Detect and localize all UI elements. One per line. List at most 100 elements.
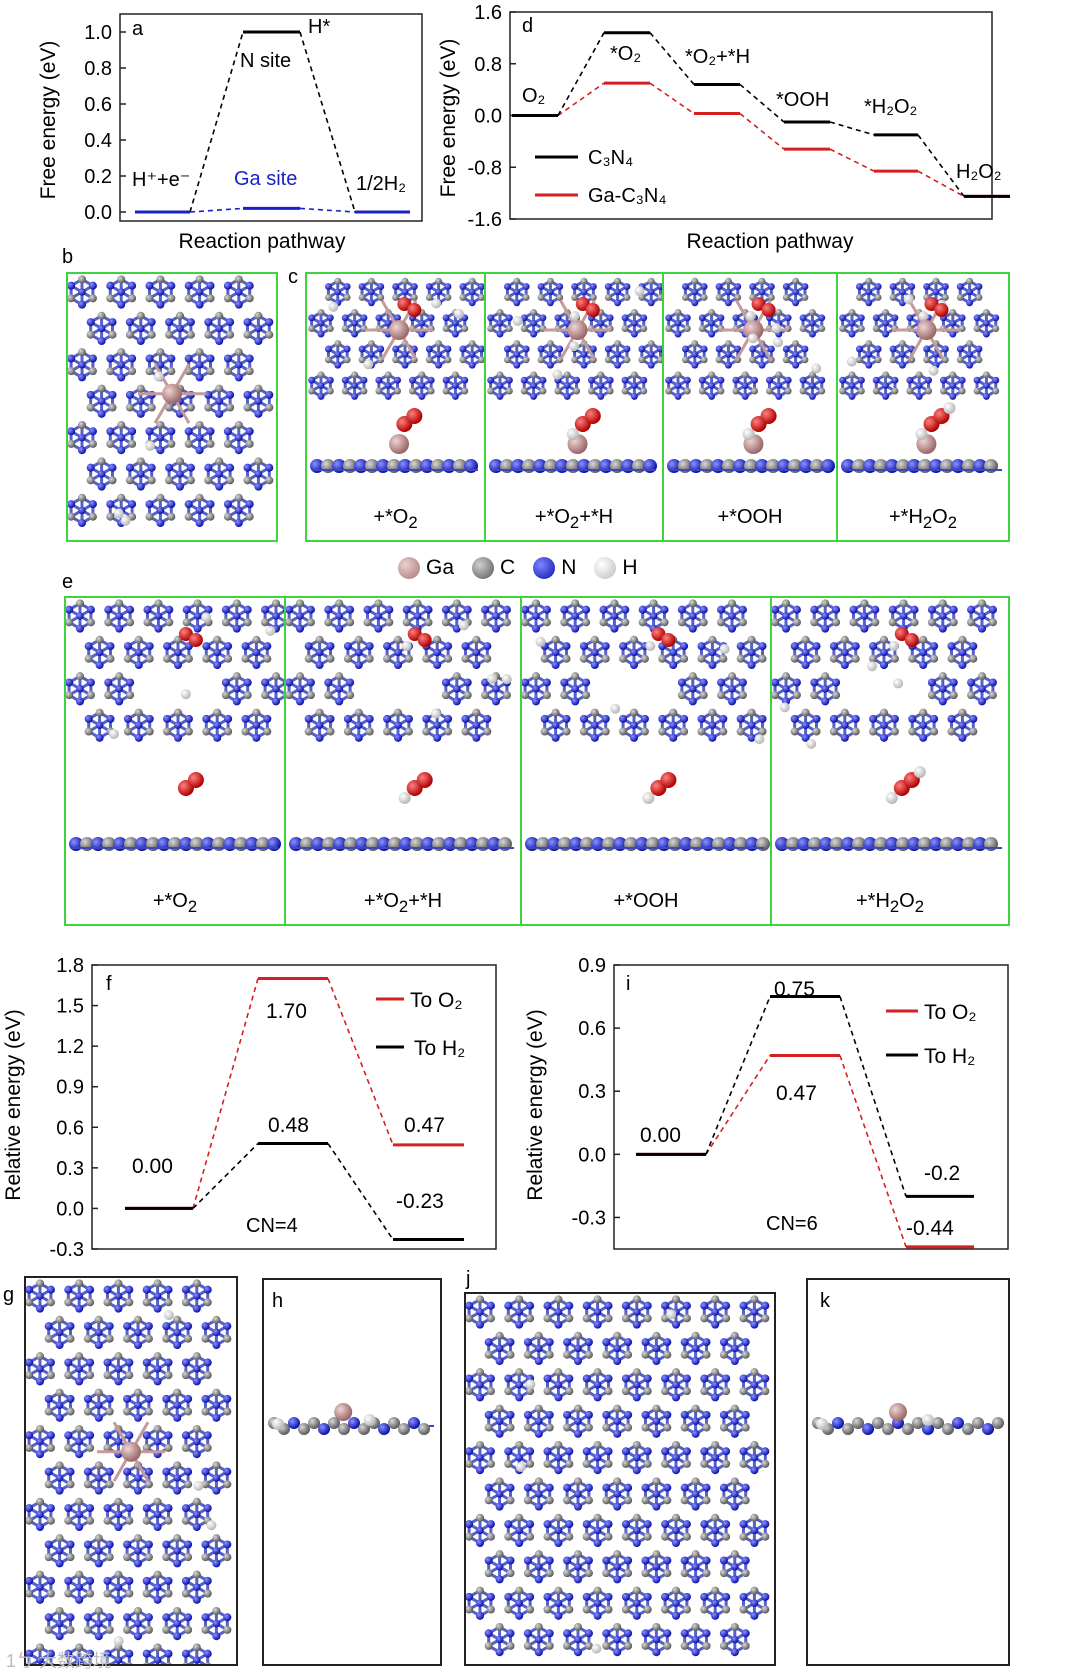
n-atom [75, 1595, 84, 1604]
c-atom [252, 635, 261, 644]
c-atom [105, 1407, 114, 1416]
c-atom [832, 618, 841, 627]
n-atom [88, 281, 97, 290]
n-atom [184, 1394, 193, 1403]
c-atom [334, 340, 342, 348]
f-h2-connector-0 [192, 1142, 259, 1209]
chart-d: -1.6-0.80.00.81.6 Reaction pathway Free … [437, 2, 1010, 253]
c-atom [97, 457, 106, 466]
c-atom [956, 356, 964, 364]
c-atom [433, 635, 442, 644]
n-atom [243, 318, 252, 327]
n-atom [195, 373, 204, 382]
c-atom [915, 371, 923, 379]
legend-f-h2: To H₂ [414, 1037, 465, 1060]
c-atom [108, 476, 117, 485]
c-atom [599, 618, 608, 627]
n-atom [919, 721, 927, 729]
n-atom [351, 319, 358, 327]
n-atom [767, 283, 775, 291]
c-atom [164, 1298, 173, 1307]
c-atom [374, 599, 383, 608]
c-atom [125, 1589, 134, 1598]
chart-f-frame [91, 964, 497, 1250]
c-atom [206, 439, 215, 448]
c-atom [677, 691, 686, 700]
h-atom [113, 508, 124, 519]
c-atom [44, 1334, 53, 1343]
c-atom [700, 356, 708, 364]
c-atom [164, 1516, 173, 1525]
c-atom [724, 277, 732, 285]
n-atom [619, 642, 628, 651]
n-atom [383, 642, 392, 651]
c-atom [799, 325, 807, 333]
c-atom [801, 708, 810, 717]
c-atom [114, 1352, 123, 1361]
n-atom [296, 685, 304, 693]
step-label-4: *H₂O₂ [864, 96, 917, 118]
c-atom [949, 618, 958, 627]
c-atom [95, 635, 104, 644]
c-atom [252, 708, 261, 717]
c-atom [103, 1443, 112, 1452]
c-atom [241, 727, 250, 736]
c-atom [530, 308, 538, 316]
n-atom [95, 660, 104, 670]
n-atom [988, 678, 997, 687]
n-atom [582, 605, 591, 614]
c-atom [25, 1443, 34, 1452]
c-atom [503, 293, 511, 301]
c-atom [341, 387, 349, 395]
chart-i-frame [613, 964, 1009, 1250]
n-atom [880, 648, 888, 657]
c-atom [201, 1334, 210, 1343]
c-atom [520, 387, 528, 395]
caption-e4: +*H2O2 [856, 890, 924, 916]
annot-peak: H* [308, 16, 330, 38]
n-atom [738, 605, 747, 614]
n-atom [472, 648, 481, 657]
c-atom [521, 691, 530, 700]
n-atom [808, 392, 816, 400]
n-atom [975, 283, 983, 291]
n-atom [839, 314, 847, 322]
c-atom [195, 420, 204, 430]
h-atom [645, 641, 656, 651]
n-atom [263, 642, 272, 651]
n-atom [173, 1328, 181, 1337]
n-atom [551, 721, 560, 729]
n-atom [55, 1547, 64, 1555]
n-atom [614, 361, 622, 369]
c-atom [335, 599, 344, 608]
c-atom [84, 727, 93, 736]
c-atom [153, 1570, 162, 1579]
n-atom [547, 351, 554, 358]
n-atom [254, 324, 263, 333]
h-atom [566, 428, 579, 440]
n-atom [142, 1431, 151, 1440]
n-atom [669, 660, 678, 670]
n-atom [472, 660, 481, 670]
n-atom [114, 1583, 123, 1591]
c-atom [560, 618, 569, 627]
c-atom [271, 599, 281, 608]
n-atom [182, 605, 191, 614]
annot-i-cn: CN=6 [766, 1213, 818, 1235]
n-atom [433, 733, 442, 742]
n-atom [640, 314, 648, 322]
c-atom [640, 727, 649, 736]
h-atom [811, 363, 822, 374]
n-atom [560, 678, 569, 687]
n-atom [882, 319, 889, 327]
c-atom [221, 691, 230, 700]
n-atom [204, 318, 213, 327]
n-atom [677, 605, 686, 614]
panel-e-box-4: +*H2O2 [770, 596, 1010, 926]
h-atom [610, 703, 621, 714]
c-atom [204, 476, 213, 485]
c-atom [75, 1497, 84, 1506]
n-atom [689, 685, 697, 693]
n-atom [939, 612, 947, 620]
n-atom [201, 1540, 210, 1549]
